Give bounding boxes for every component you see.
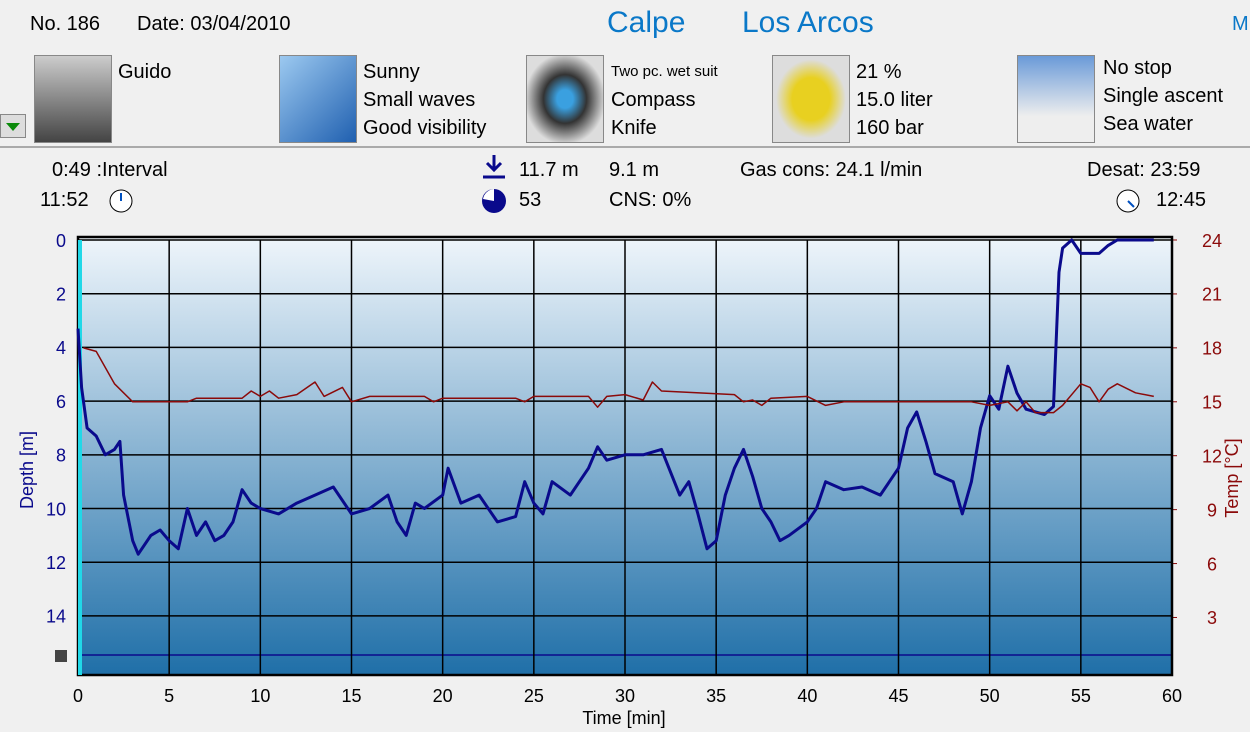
y-tick-label: 8 [56, 446, 66, 466]
y2-tick-label: 3 [1207, 608, 1217, 628]
duration: 53 [519, 189, 542, 211]
header-truncated: M [1232, 13, 1249, 35]
equipment-item: Knife [611, 117, 657, 139]
x-tick-label: 30 [615, 686, 635, 706]
dive-number: No. 186 [30, 13, 101, 35]
x-axis-label: Time [min] [582, 708, 665, 728]
equipment-icon[interactable] [526, 55, 604, 143]
x-tick-label: 10 [250, 686, 270, 706]
cns: CNS: 0% [609, 189, 692, 211]
y2-tick-label: 9 [1207, 500, 1217, 520]
y2-tick-label: 21 [1202, 285, 1222, 305]
dive-type-item: Single ascent [1103, 85, 1224, 107]
y-axis-label: Depth [m] [17, 431, 37, 509]
x-tick-label: 45 [888, 686, 908, 706]
y2-tick-label: 24 [1202, 231, 1222, 251]
equipment-item: Compass [611, 89, 696, 111]
dropdown-arrow [6, 123, 20, 131]
x-tick-label: 40 [797, 686, 817, 706]
y-tick-label: 14 [46, 607, 66, 627]
dive-type-icon[interactable] [1017, 55, 1095, 143]
buddy-name: Guido [118, 61, 172, 83]
y-tick-label: 12 [46, 553, 66, 573]
y-tick-label: 10 [46, 499, 66, 519]
dive-site: Calpe [607, 6, 686, 39]
y2-axis-label: Temp [°C] [1222, 438, 1242, 517]
y2-tick-label: 15 [1202, 393, 1222, 413]
y2-tick-label: 12 [1202, 446, 1222, 466]
y-tick-label: 0 [56, 231, 66, 251]
y2-tick-label: 18 [1202, 339, 1222, 359]
gas-icon[interactable] [772, 55, 850, 143]
gas-consumption: Gas cons: 24.1 l/min [740, 159, 923, 181]
avg-depth: 9.1 m [609, 159, 660, 181]
dive-location: Los Arcos [742, 6, 874, 39]
dropdown-button[interactable] [0, 114, 26, 138]
gas-item: 160 bar [856, 117, 924, 139]
desaturation: Desat: 23:59 [1087, 159, 1201, 181]
buddy-icon[interactable] [34, 55, 112, 143]
temperature-line [83, 347, 1154, 414]
x-tick-label: 15 [341, 686, 361, 706]
dive-type-item: Sea water [1103, 113, 1194, 135]
max-depth-icon [483, 155, 505, 179]
y2-tick-label: 6 [1207, 554, 1217, 574]
condition: Sunny [363, 61, 420, 83]
condition: Small waves [363, 89, 476, 111]
equipment-item: Two pc. wet suit [611, 63, 718, 80]
x-tick-label: 25 [524, 686, 544, 706]
trash-icon[interactable] [55, 650, 67, 662]
separator [0, 146, 1250, 148]
x-tick-label: 5 [164, 686, 174, 706]
gas-item: 15.0 liter [856, 89, 933, 111]
gas-item: 21 % [856, 61, 902, 83]
condition: Good visibility [363, 117, 487, 139]
x-tick-label: 35 [706, 686, 726, 706]
x-tick-label: 50 [980, 686, 1000, 706]
y-tick-label: 2 [56, 284, 66, 304]
y-tick-label: 4 [56, 338, 66, 358]
surface-interval: 0:49 :Interval [52, 159, 168, 181]
duration-icon [482, 189, 506, 213]
depth-line [76, 238, 1154, 556]
time-out: 12:45 [1156, 189, 1207, 211]
y-tick-label: 6 [56, 392, 66, 412]
x-tick-label: 60 [1162, 686, 1182, 706]
time-in: 11:52 [40, 189, 89, 211]
max-depth: 11.7 m [519, 159, 579, 181]
clock-icon [1116, 189, 1140, 213]
x-tick-label: 20 [433, 686, 453, 706]
dive-date: Date: 03/04/2010 [137, 13, 291, 35]
x-tick-label: 55 [1071, 686, 1091, 706]
dive-type-item: No stop [1103, 57, 1172, 79]
clock-icon [109, 189, 133, 213]
conditions-icon[interactable] [279, 55, 357, 143]
x-tick-label: 0 [73, 686, 83, 706]
